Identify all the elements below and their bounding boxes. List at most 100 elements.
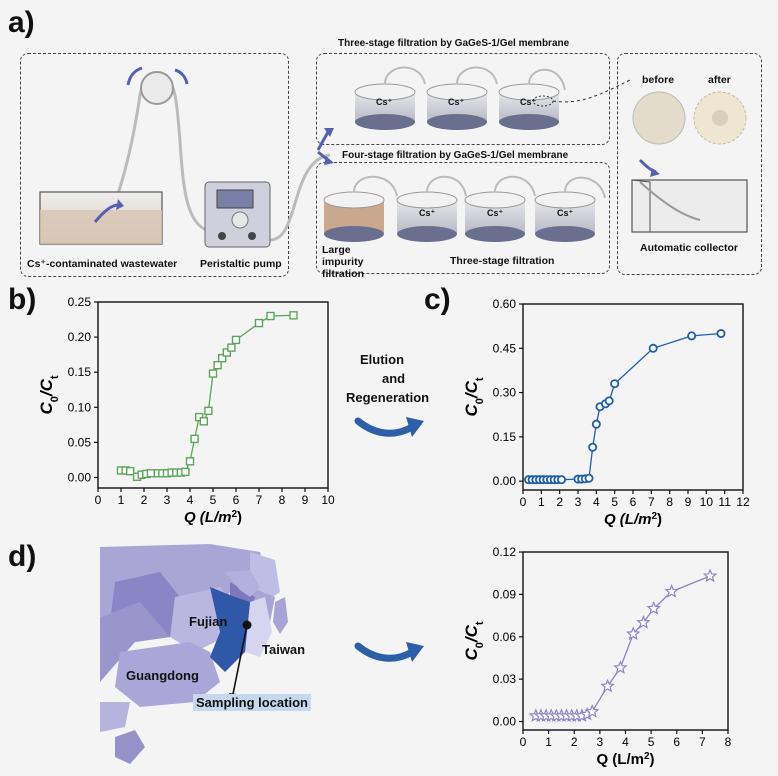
y-tick-label: 0.00 (68, 470, 92, 484)
data-point (687, 331, 697, 341)
x-tick-label: 0 (520, 495, 527, 509)
data-point (585, 704, 600, 718)
x-tick-label: 0 (520, 735, 527, 749)
x-tick-label: 7 (648, 495, 655, 509)
data-point (626, 626, 641, 641)
large-impurity-label: Large impurity filtration (322, 244, 364, 280)
data-point (231, 335, 241, 345)
y-tick-label: 0.00 (493, 474, 517, 488)
x-tick-label: 12 (736, 495, 750, 509)
data-point (190, 434, 199, 444)
series-line (121, 314, 294, 478)
x-tick-label: 11 (718, 495, 731, 509)
y-tick-label: 0.06 (493, 630, 517, 644)
chart-d: 0 1 2 3 4 5 6 7 8 0.00 0.03 0.06 0.09 0.12 Q (L/m2) C0/… (462, 545, 732, 769)
x-tick-label: 6 (630, 495, 637, 509)
map-region-guangdong (115, 642, 220, 707)
x-tick-label: 2 (141, 493, 148, 507)
elution-line-2: and (382, 371, 406, 386)
data-point (613, 660, 628, 675)
x-tick-label: 5 (648, 735, 655, 749)
data-point (146, 469, 156, 478)
x-tick-label: 8 (666, 495, 673, 509)
y-tick-label: 0.30 (493, 386, 517, 400)
map-region-hainan (115, 730, 145, 764)
data-point (125, 466, 135, 476)
x-tick-label: 5 (611, 495, 618, 509)
x-tick-label: 6 (233, 493, 240, 507)
ion-label: Cs⁺ (487, 208, 504, 218)
y-tick-label: 0.05 (68, 435, 92, 449)
plot-frame (97, 301, 329, 489)
x-tick-label: 6 (673, 735, 680, 749)
y-tick-label: 0.20 (68, 330, 92, 344)
pump-head (140, 71, 174, 105)
x-tick-label: 7 (256, 493, 263, 507)
map-arrow-icon (354, 642, 424, 662)
data-point (557, 475, 567, 485)
y-tick-label: 0.10 (68, 400, 92, 414)
ion-label: Cs⁺ (557, 208, 574, 218)
ion-label: Cs⁺ (520, 97, 537, 107)
after-label: after (708, 74, 731, 86)
y-tick-label: 0.60 (493, 297, 517, 311)
collector-box (617, 53, 762, 275)
map-region-taiwan (273, 597, 288, 634)
pump-box (20, 53, 289, 277)
x-tick-label: 2 (571, 735, 578, 749)
label-sampling-location: Sampling location (193, 694, 311, 711)
plot-frame (522, 551, 729, 731)
arrow-up-icon (316, 131, 330, 151)
chart-c: 0 1 2 3 4 5 6 7 8 9 10 11 120.000.150.300.450.60Q (L… (462, 297, 750, 529)
before-label: before (642, 74, 675, 86)
y-tick-label: 0.12 (493, 545, 517, 559)
tube-out (269, 153, 331, 242)
x-tick-label: 5 (210, 493, 217, 507)
data-point (185, 457, 195, 466)
data-point (213, 360, 222, 370)
four-stage-box (316, 162, 610, 274)
x-tick-label: 9 (302, 493, 309, 507)
x-axis-label: Q (L/m2) (604, 511, 662, 529)
x-axis-label: Q (L/m2) (596, 751, 654, 769)
x-tick-label: 8 (279, 493, 286, 507)
map-region-guangxi (100, 602, 170, 682)
series-line (535, 575, 711, 717)
x-tick-label: 1 (118, 493, 125, 507)
data-point (204, 406, 213, 415)
collector-label: Automatic collector (640, 242, 739, 254)
panel-label-a: a) (8, 6, 35, 39)
collector-tank (631, 179, 748, 233)
label-fujian: Fujian (189, 614, 228, 629)
data-point (194, 412, 204, 422)
three-stage-box (316, 53, 610, 145)
data-point (716, 329, 726, 339)
three-stage-sub-label: Three-stage filtration (450, 255, 555, 267)
data-point (648, 343, 658, 353)
region-map (100, 544, 288, 764)
y-axis-label: C0/Ct (37, 375, 61, 414)
membrane-before (632, 91, 686, 145)
x-tick-label: 8 (725, 735, 732, 749)
y-axis-label: C0/Ct (462, 621, 486, 660)
data-point (289, 311, 298, 320)
y-tick-label: 0.45 (493, 341, 517, 355)
data-point (646, 600, 661, 615)
label-guangdong: Guangdong (126, 668, 199, 683)
map-region-fujian (210, 587, 250, 672)
y-tick-label: 0.09 (493, 587, 517, 601)
series-line (528, 332, 722, 481)
wastewater-label: Cs⁺-contaminated wastewater (27, 258, 178, 270)
rotation-arrow-icon (126, 66, 143, 86)
ion-label: Cs⁺ (376, 97, 393, 107)
y-tick-label: 0.03 (493, 672, 517, 686)
data-point (664, 584, 679, 598)
x-tick-label: 9 (685, 495, 692, 509)
x-tick-label: 4 (187, 493, 194, 507)
data-point (181, 467, 190, 477)
elution-line-1: Elution (360, 352, 405, 367)
four-stage-title: Four-stage filtration by GaGeS-1/Gel mem… (342, 150, 569, 161)
panel-label-b: b) (8, 283, 37, 316)
panel-label-d: d) (8, 540, 37, 573)
elution-line-3: Regeneration (346, 390, 430, 405)
